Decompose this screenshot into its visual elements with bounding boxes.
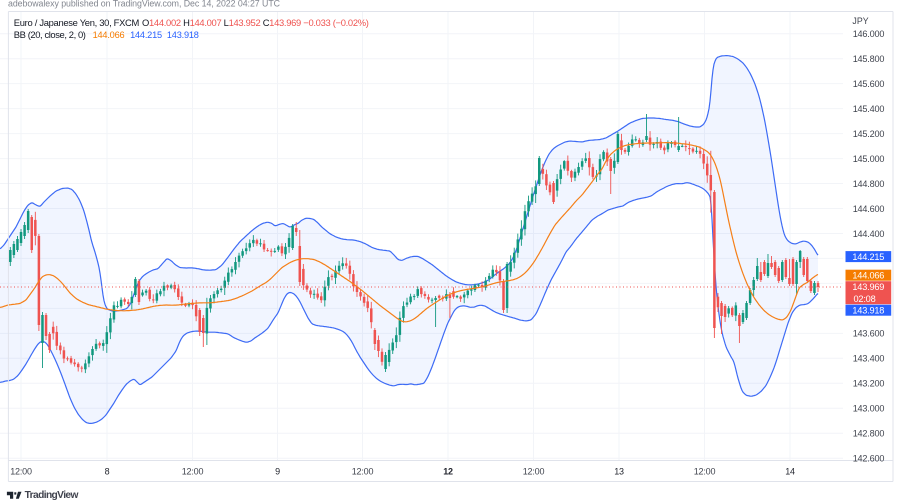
svg-text:BB (20, close, 2, 0): BB (20, close, 2, 0): [14, 29, 86, 40]
svg-text:143.918: 143.918: [167, 30, 199, 40]
svg-text:143.918: 143.918: [852, 306, 884, 316]
svg-text:12:00: 12:00: [182, 467, 204, 477]
svg-text:12: 12: [443, 467, 453, 477]
svg-text:145.800: 145.800: [853, 54, 885, 64]
svg-text:145.400: 145.400: [853, 104, 885, 114]
svg-text:144.400: 144.400: [853, 229, 885, 239]
svg-text:adebowalexy published on Tradi: adebowalexy published on TradingView.com…: [8, 0, 281, 8]
svg-text:JPY: JPY: [852, 16, 868, 26]
svg-text:143.200: 143.200: [853, 379, 885, 389]
svg-text:12:00: 12:00: [352, 467, 374, 477]
svg-text:143.600: 143.600: [853, 329, 885, 339]
svg-text:144.215: 144.215: [130, 30, 162, 40]
svg-text:9: 9: [275, 467, 280, 477]
svg-text:143.969: 143.969: [852, 282, 884, 292]
svg-text:144.066: 144.066: [852, 271, 884, 281]
svg-text:146.000: 146.000: [853, 29, 885, 39]
svg-text:12:00: 12:00: [10, 467, 32, 477]
svg-text:145.000: 145.000: [853, 154, 885, 164]
svg-text:12:00: 12:00: [694, 467, 716, 477]
svg-text:144.800: 144.800: [853, 179, 885, 189]
svg-text:02:08: 02:08: [854, 294, 876, 304]
svg-text:13: 13: [614, 467, 624, 477]
svg-text:145.200: 145.200: [853, 129, 885, 139]
svg-text:144.066: 144.066: [93, 30, 125, 40]
svg-text:143.400: 143.400: [853, 354, 885, 364]
svg-text:O144.002 H144.007 L143.952 C14: O144.002 H144.007 L143.952 C143.969 −0.0…: [142, 17, 369, 28]
svg-text:142.600: 142.600: [853, 454, 885, 464]
svg-text:Euro / Japanese Yen, 30, FXCM: Euro / Japanese Yen, 30, FXCM: [14, 17, 140, 28]
svg-text:145.600: 145.600: [853, 79, 885, 89]
svg-text:143.000: 143.000: [853, 404, 885, 414]
svg-text:142.800: 142.800: [853, 429, 885, 439]
svg-text:8: 8: [105, 467, 110, 477]
svg-text:144.600: 144.600: [853, 204, 885, 214]
svg-text:TradingView: TradingView: [25, 490, 79, 500]
svg-text:144.215: 144.215: [852, 252, 884, 262]
svg-text:12:00: 12:00: [523, 467, 545, 477]
svg-text:14: 14: [785, 467, 795, 477]
